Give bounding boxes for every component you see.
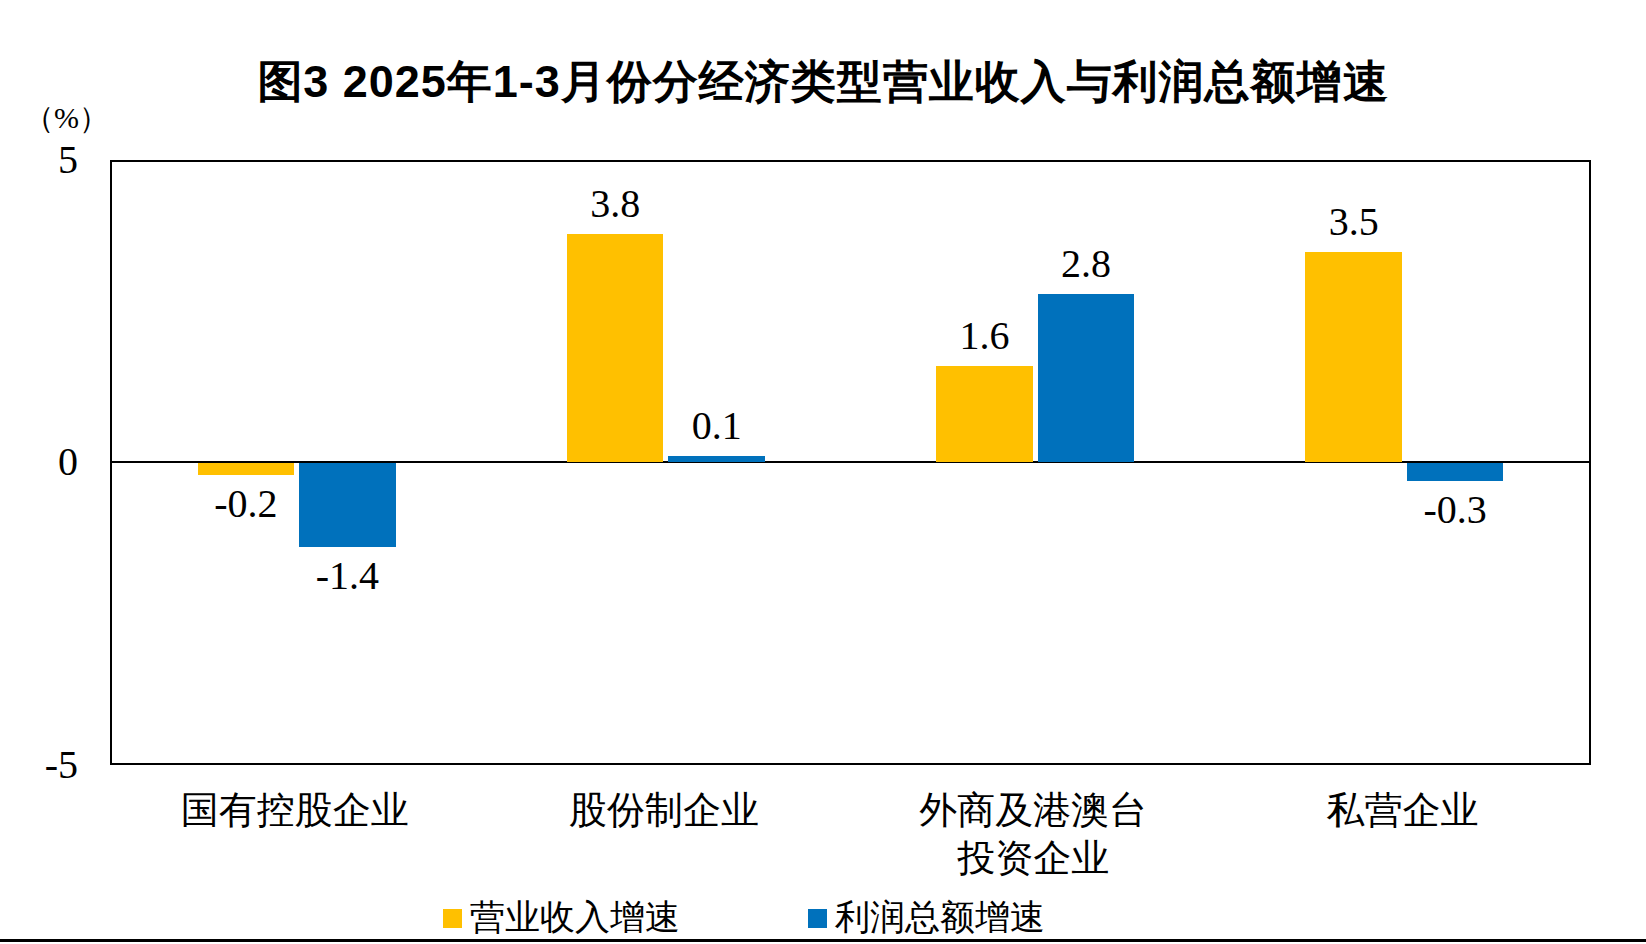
category-label-3: 外商及港澳台投资企业 <box>823 786 1243 882</box>
data-label-revenue-2: 3.8 <box>515 182 715 226</box>
data-label-profit-4: -0.3 <box>1355 488 1555 532</box>
y-axis-unit-label: （%） <box>24 98 104 139</box>
page-bottom-rule <box>0 939 1646 942</box>
bar-profit-1 <box>299 463 396 547</box>
bar-profit-3 <box>1038 294 1135 462</box>
y-tick-5: 5 <box>8 137 78 183</box>
bar-revenue-4 <box>1305 252 1402 462</box>
y-tick-0: 0 <box>8 439 78 485</box>
plot-area: -0.2-1.43.80.11.62.83.5-0.3 <box>110 160 1591 765</box>
chart-page: 图3 2025年1-3月份分经济类型营业收入与利润总额增速 （%） 5 0 -5… <box>0 0 1646 944</box>
category-label-2: 股份制企业 <box>454 786 874 834</box>
bar-revenue-1 <box>198 463 295 475</box>
legend-label-profit: 利润总额增速 <box>835 898 1045 938</box>
data-label-profit-3: 2.8 <box>986 242 1186 286</box>
legend-item-revenue: 营业收入增速 <box>443 898 680 938</box>
data-label-revenue-4: 3.5 <box>1254 200 1454 244</box>
bar-profit-4 <box>1407 463 1504 481</box>
legend-swatch-revenue <box>443 909 462 928</box>
legend-item-profit: 利润总额增速 <box>808 898 1045 938</box>
bar-revenue-3 <box>936 366 1033 462</box>
category-label-4: 私营企业 <box>1192 786 1612 834</box>
y-tick-neg5: -5 <box>8 742 78 788</box>
data-label-profit-1: -1.4 <box>247 554 447 598</box>
chart-title: 图3 2025年1-3月份分经济类型营业收入与利润总额增速 <box>0 52 1646 112</box>
legend-swatch-profit <box>808 909 827 928</box>
data-label-profit-2: 0.1 <box>617 404 817 448</box>
legend-label-revenue: 营业收入增速 <box>470 898 680 938</box>
category-label-1: 国有控股企业 <box>85 786 505 834</box>
bar-profit-2 <box>668 456 765 462</box>
